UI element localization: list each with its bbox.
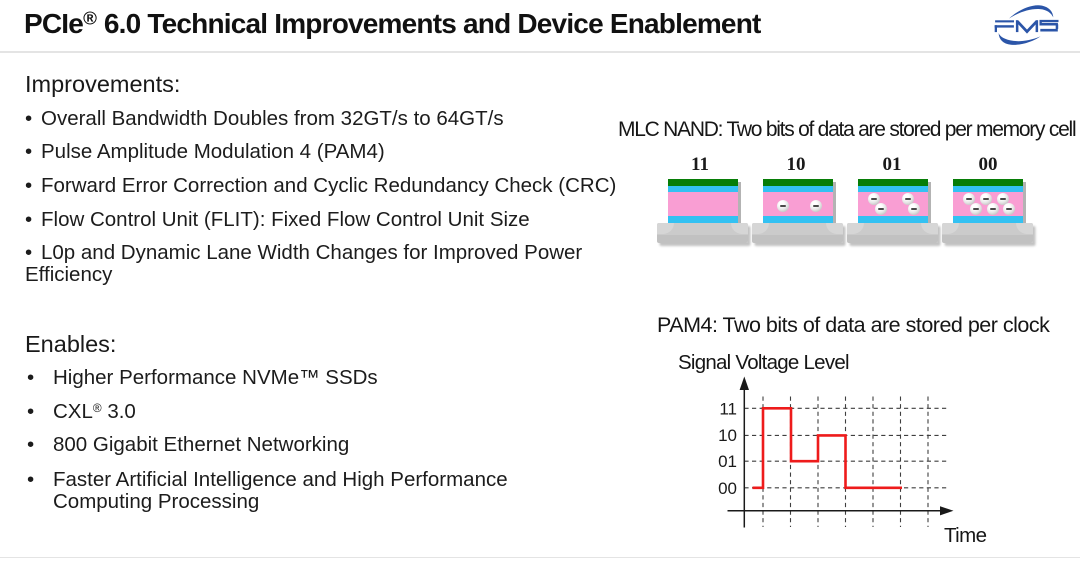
svg-text:10: 10 — [718, 426, 737, 445]
svg-text:11: 11 — [719, 399, 737, 418]
svg-text:01: 01 — [718, 452, 737, 471]
svg-text:00: 00 — [718, 479, 737, 498]
